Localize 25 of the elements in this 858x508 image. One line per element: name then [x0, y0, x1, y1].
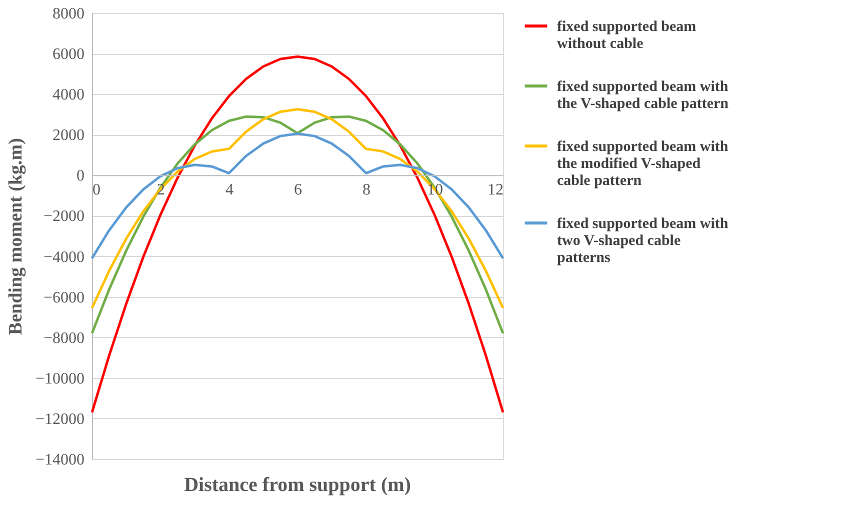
line-series	[90, 55, 504, 414]
y-tick-label: 6000	[52, 46, 84, 64]
y-tick-label: −4000	[43, 248, 84, 266]
x-tick-label: 6	[294, 182, 302, 199]
x-tick-label: 8	[362, 182, 370, 199]
y-tick-label: −10000	[35, 370, 84, 388]
legend-label: fixed supported beam with the V-shaped cable pattern	[557, 79, 730, 112]
y-tick-label: 2000	[52, 127, 84, 144]
y-tick-label: 0	[76, 168, 84, 185]
x-tick-label: 12	[488, 182, 504, 199]
y-tick-label: −8000	[43, 330, 84, 347]
x-axis-title: Distance from support (m)	[184, 474, 411, 496]
y-tick-label: 8000	[52, 6, 84, 22]
y-axis-title: Bending moment (kg.m)	[5, 138, 26, 335]
y-tick-label: −12000	[35, 410, 84, 428]
x-tick-label: 4	[226, 182, 234, 199]
y-tick-label: −14000	[35, 452, 84, 468]
y-tick-label: −2000	[43, 208, 84, 226]
y-tick-label: −6000	[43, 289, 84, 306]
y-tick-label: 4000	[52, 86, 84, 104]
line-series	[90, 132, 504, 260]
legend-label: fixed supported beam with two V-shaped cable patterns	[557, 216, 729, 266]
legend-label: fixed supported beam with the modified V-shaped cable pattern	[557, 139, 729, 189]
legend-label: fixed supported beam without cable	[557, 19, 697, 52]
x-tick-label: 0	[92, 182, 100, 199]
